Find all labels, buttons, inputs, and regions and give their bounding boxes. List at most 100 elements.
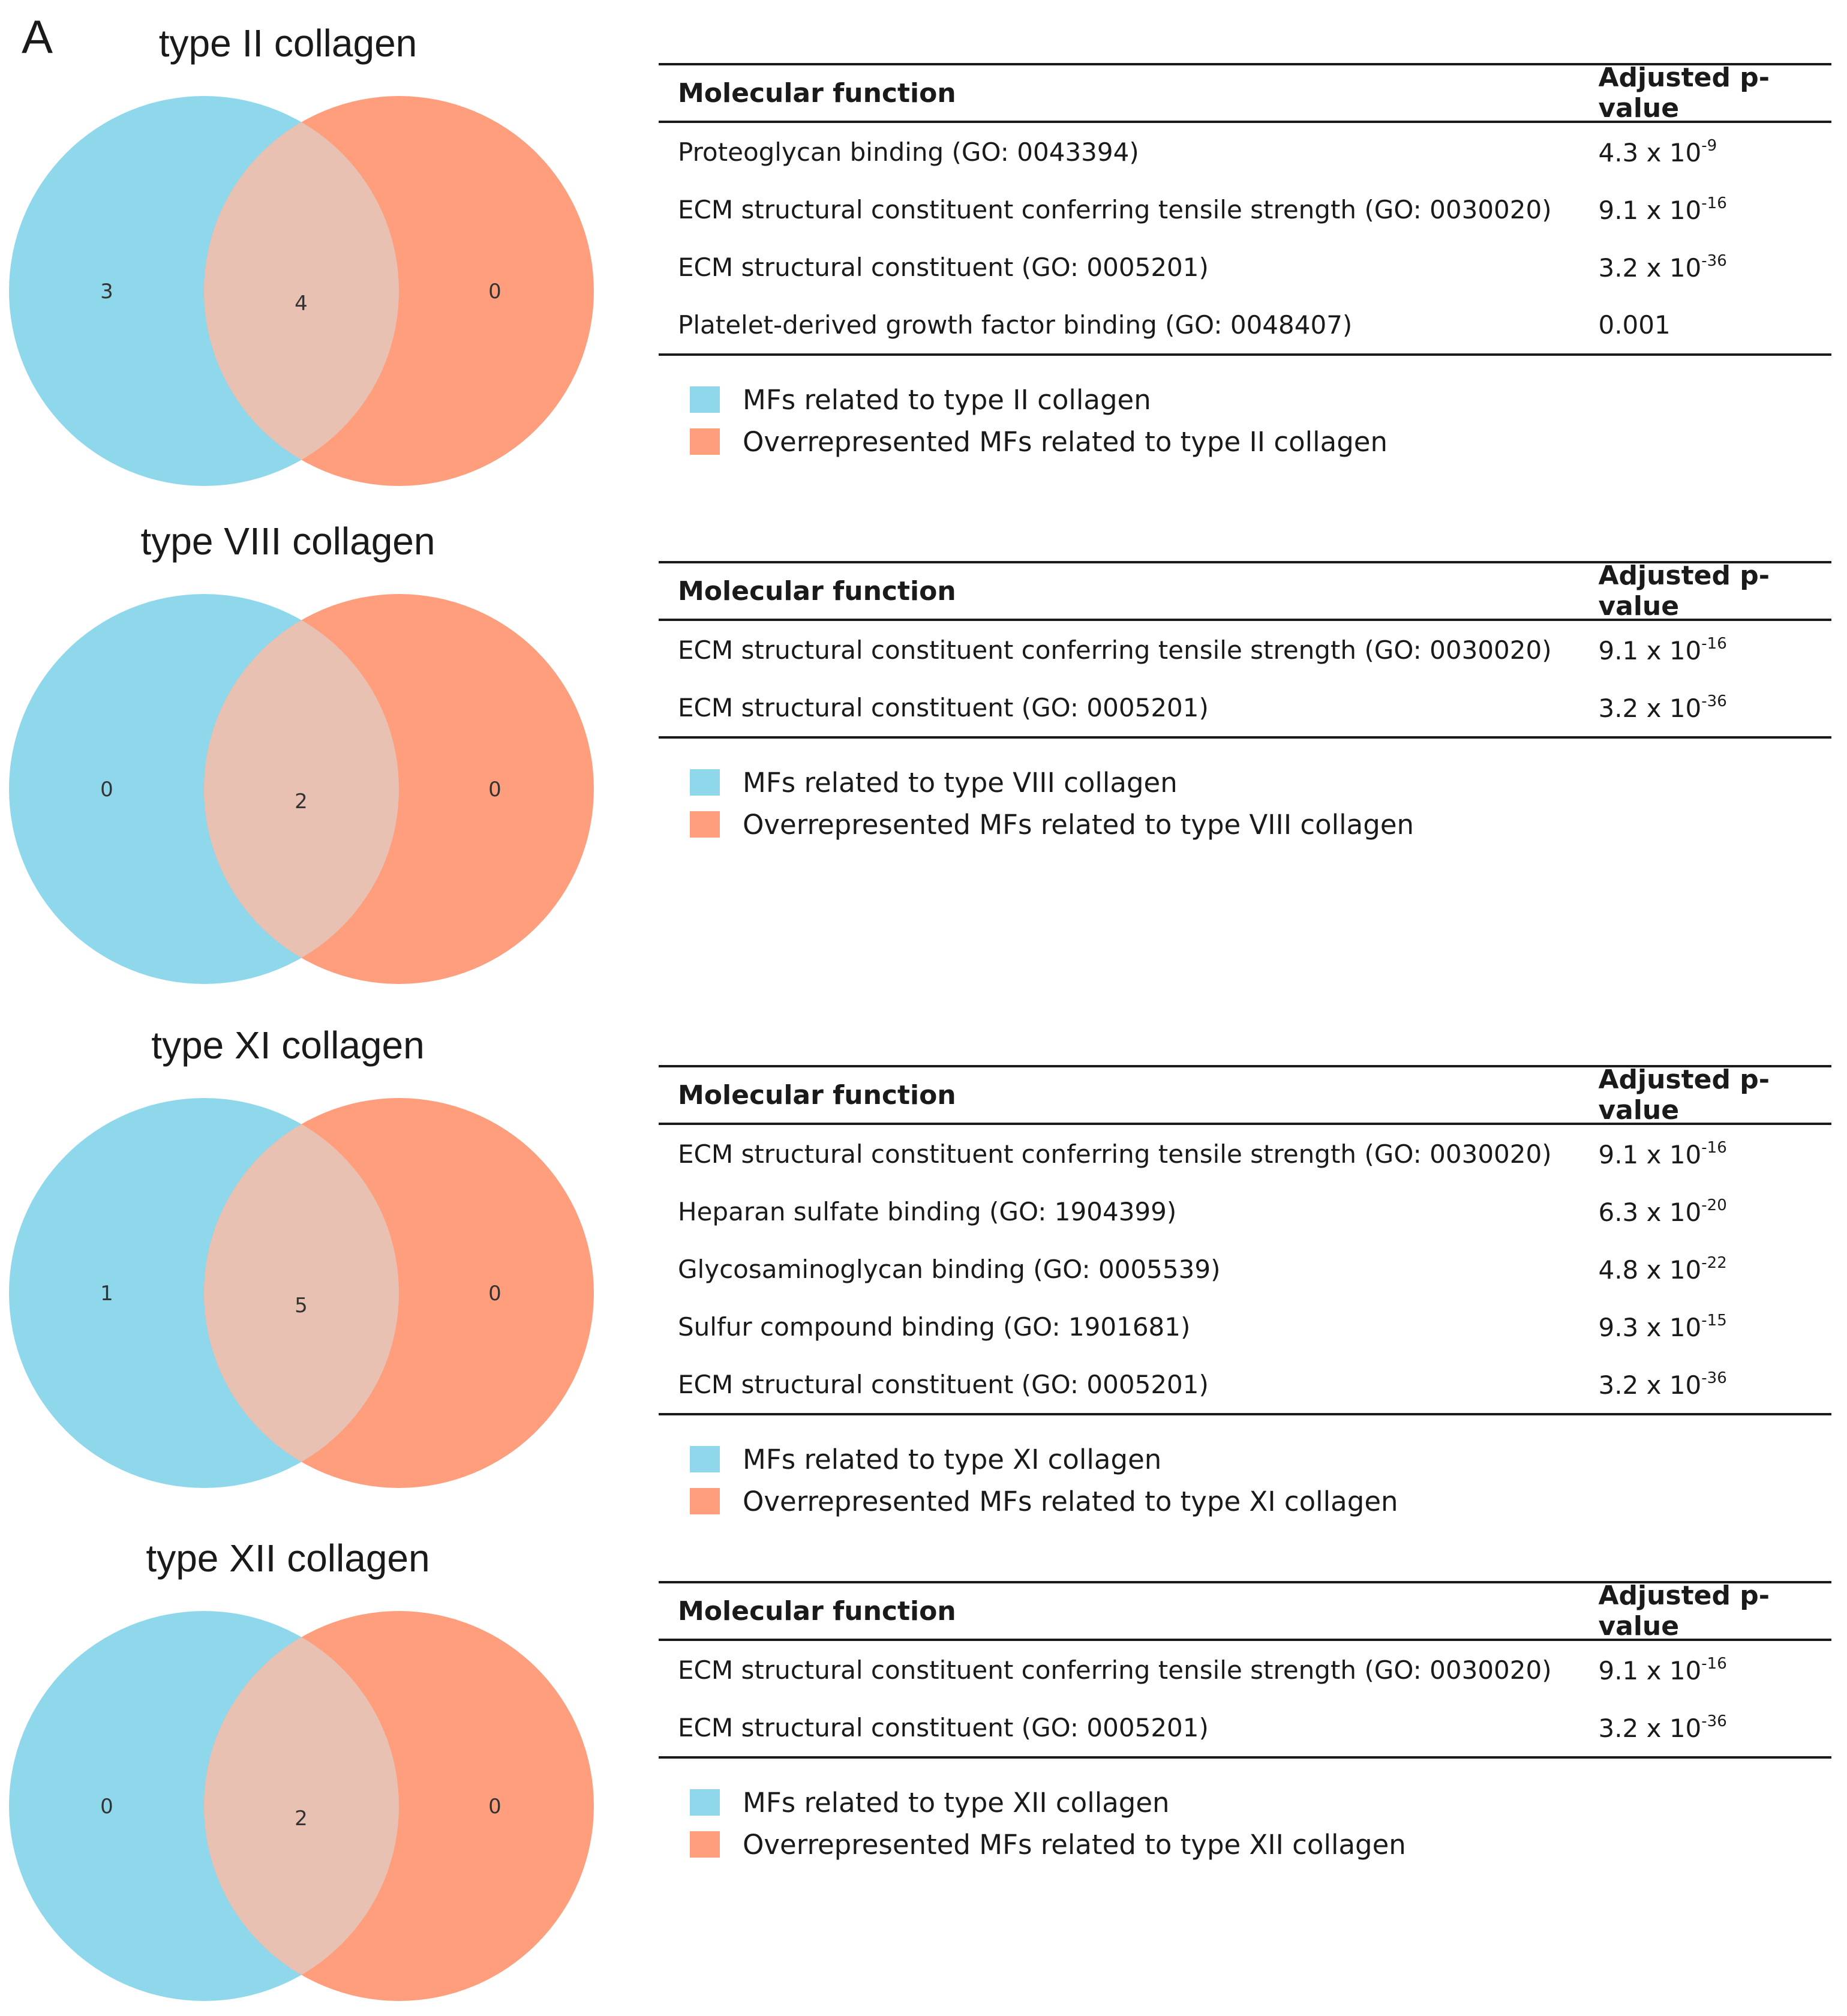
- function-name: Proteoglycan binding (GO: 0043394): [678, 137, 1139, 167]
- table-header: Molecular function Adjusted p-value: [659, 560, 1831, 622]
- venn-count-left: 1: [100, 1282, 113, 1306]
- venn-count-left: 3: [100, 280, 113, 304]
- p-value-exponent: -22: [1701, 1253, 1727, 1272]
- legend-label: Overrepresented MFs related to type VIII…: [743, 808, 1414, 841]
- p-value-exponent: -36: [1701, 1712, 1727, 1730]
- table-body: ECM structural constituent conferring te…: [659, 1125, 1831, 1415]
- p-value-base: 9.1 x 10: [1598, 1139, 1702, 1169]
- legend-item: Overrepresented MFs related to type VIII…: [690, 803, 1414, 845]
- legend-item: MFs related to type XI collagen: [690, 1438, 1398, 1480]
- p-value: 3.2 x 10-36: [1598, 1369, 1831, 1400]
- p-value: 6.3 x 10-20: [1598, 1196, 1831, 1227]
- function-name: ECM structural constituent (GO: 0005201): [678, 1712, 1209, 1742]
- function-name: ECM structural constituent conferring te…: [678, 635, 1552, 665]
- legend: MFs related to type II collagen Overrepre…: [690, 379, 1387, 463]
- table-header: Molecular function Adjusted p-value: [659, 1580, 1831, 1642]
- mf-table: Molecular function Adjusted p-value ECM st…: [659, 1580, 1831, 1759]
- p-value-base: 4.8 x 10: [1598, 1255, 1702, 1285]
- table-row: Proteoglycan binding (GO: 0043394) 4.3 x …: [659, 123, 1831, 181]
- p-value-base: 6.3 x 10: [1598, 1197, 1702, 1227]
- p-value: 0.001: [1598, 310, 1831, 340]
- p-value-exponent: -16: [1701, 194, 1727, 212]
- venn-title: type XII collagen: [146, 1537, 430, 1580]
- function-name: Sulfur compound binding (GO: 1901681): [678, 1312, 1191, 1342]
- p-value-base: 4.3 x 10: [1598, 137, 1702, 167]
- function-name: ECM structural constituent conferring te…: [678, 1655, 1552, 1685]
- venn-title: type VIII collagen: [140, 520, 436, 563]
- header-adjusted-p-value: Adjusted p-value: [1598, 1064, 1770, 1126]
- p-value: 3.2 x 10-36: [1598, 1712, 1831, 1743]
- venn-overlap: [204, 1098, 399, 1488]
- function-name: ECM structural constituent (GO: 0005201): [678, 252, 1209, 282]
- legend-label: MFs related to type XI collagen: [743, 1443, 1162, 1475]
- p-value-exponent: -15: [1701, 1311, 1727, 1330]
- function-name: ECM structural constituent (GO: 0005201): [678, 1369, 1209, 1399]
- mf-table: Molecular function Adjusted p-value ECM st…: [659, 1064, 1831, 1415]
- table-row: Heparan sulfate binding (GO: 1904399) 6.3…: [659, 1183, 1831, 1240]
- table-row: ECM structural constituent (GO: 0005201)…: [659, 1699, 1831, 1756]
- venn-title: type XI collagen: [151, 1024, 425, 1067]
- venn-count-right: 0: [488, 1795, 501, 1819]
- p-value: 4.3 x 10-9: [1598, 137, 1831, 167]
- venn-overlap: [204, 96, 399, 486]
- function-name: Heparan sulfate binding (GO: 1904399): [678, 1196, 1177, 1226]
- venn-overlap: [204, 594, 399, 984]
- legend-item: MFs related to type XII collagen: [690, 1781, 1406, 1823]
- table-header: Molecular function Adjusted p-value: [659, 62, 1831, 124]
- function-name: ECM structural constituent (GO: 0005201): [678, 692, 1209, 722]
- p-value: 9.1 x 10-16: [1598, 1655, 1831, 1685]
- p-value-exponent: -36: [1701, 692, 1727, 710]
- p-value-exponent: -36: [1701, 251, 1727, 270]
- p-value-base: 3.2 x 10: [1598, 253, 1702, 283]
- venn-count-center: 2: [295, 1807, 308, 1831]
- p-value-exponent: -9: [1701, 136, 1717, 155]
- p-value-base: 9.1 x 10: [1598, 635, 1702, 665]
- venn-count-right: 0: [488, 1282, 501, 1306]
- p-value-exponent: -16: [1701, 1138, 1727, 1157]
- table-row: ECM structural constituent conferring te…: [659, 181, 1831, 238]
- table-row: Sulfur compound binding (GO: 1901681) 9.3…: [659, 1298, 1831, 1355]
- venn-count-right: 0: [488, 280, 501, 304]
- p-value: 3.2 x 10-36: [1598, 692, 1831, 723]
- venn-count-center: 2: [295, 790, 308, 814]
- table-body: Proteoglycan binding (GO: 0043394) 4.3 x …: [659, 123, 1831, 356]
- legend-item: Overrepresented MFs related to type XI c…: [690, 1480, 1398, 1522]
- legend: MFs related to type XII collagen Overrepr…: [690, 1781, 1406, 1865]
- legend: MFs related to type VIII collagen Overrep…: [690, 761, 1414, 845]
- legend-swatch-orange: [690, 1488, 720, 1514]
- table-row: ECM structural constituent (GO: 0005201)…: [659, 1355, 1831, 1413]
- p-value-base: 0.001: [1598, 310, 1671, 340]
- p-value-base: 9.1 x 10: [1598, 1655, 1702, 1685]
- legend-item: MFs related to type VIII collagen: [690, 761, 1414, 803]
- venn-diagram: 0 2 0: [9, 1611, 594, 2001]
- p-value: 9.1 x 10-16: [1598, 635, 1831, 665]
- header-molecular-function: Molecular function: [678, 1079, 956, 1111]
- legend-swatch-orange: [690, 811, 720, 838]
- legend-swatch-blue: [690, 386, 720, 413]
- legend: MFs related to type XI collagen Overrepre…: [690, 1438, 1398, 1522]
- legend-item: Overrepresented MFs related to type XII …: [690, 1823, 1406, 1865]
- header-molecular-function: Molecular function: [678, 575, 956, 607]
- table-header: Molecular function Adjusted p-value: [659, 1064, 1831, 1126]
- p-value-base: 9.3 x 10: [1598, 1312, 1702, 1342]
- p-value-exponent: -20: [1701, 1196, 1727, 1214]
- p-value-base: 3.2 x 10: [1598, 1370, 1702, 1400]
- legend-item: Overrepresented MFs related to type II c…: [690, 421, 1387, 463]
- legend-label: MFs related to type XII collagen: [743, 1786, 1170, 1819]
- legend-swatch-blue: [690, 1446, 720, 1472]
- table-row: Platelet-derived growth factor binding (…: [659, 296, 1831, 353]
- p-value-exponent: -36: [1701, 1369, 1727, 1387]
- table-row: ECM structural constituent conferring te…: [659, 1125, 1831, 1183]
- header-adjusted-p-value: Adjusted p-value: [1598, 560, 1770, 622]
- legend-label: MFs related to type VIII collagen: [743, 766, 1178, 799]
- mf-table: Molecular function Adjusted p-value Proteo…: [659, 62, 1831, 356]
- header-adjusted-p-value: Adjusted p-value: [1598, 1580, 1770, 1642]
- table-row: Glycosaminoglycan binding (GO: 0005539) 4…: [659, 1240, 1831, 1298]
- header-adjusted-p-value: Adjusted p-value: [1598, 62, 1770, 124]
- panel-label: A: [22, 10, 53, 63]
- legend-swatch-blue: [690, 769, 720, 796]
- function-name: Glycosaminoglycan binding (GO: 0005539): [678, 1254, 1221, 1284]
- p-value-base: 3.2 x 10: [1598, 1713, 1702, 1743]
- p-value: 9.1 x 10-16: [1598, 1139, 1831, 1169]
- legend-label: MFs related to type II collagen: [743, 383, 1151, 416]
